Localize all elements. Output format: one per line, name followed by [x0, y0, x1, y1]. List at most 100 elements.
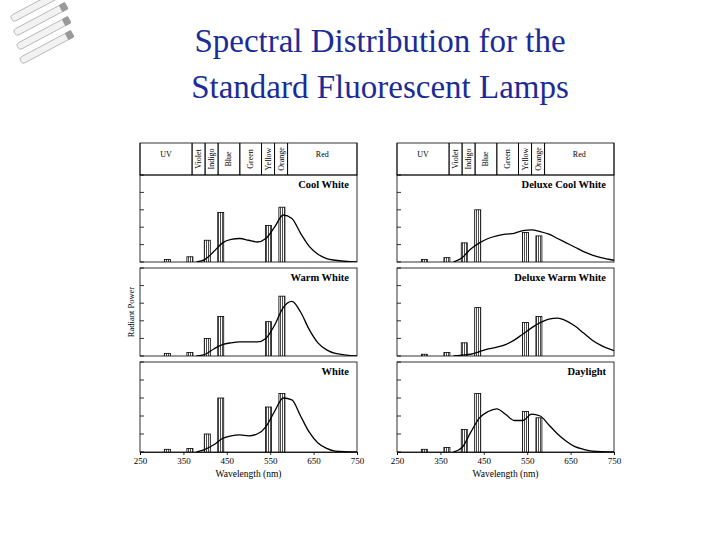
- plot-marks: [421, 394, 614, 453]
- panel: UVVioletIndigoBlueGreenYellowOrangeRedDe…: [397, 143, 614, 262]
- x-axis-line: [398, 453, 615, 456]
- lamp-cap: [62, 16, 72, 26]
- emission-bar: [421, 259, 427, 262]
- plot-frame: [397, 175, 614, 262]
- region-boundary: [287, 143, 288, 175]
- x-tick-mark: [357, 452, 358, 455]
- region-label: Orange: [534, 147, 543, 171]
- panel-title: Deluxe Cool White: [522, 179, 607, 190]
- y-tick: [140, 303, 144, 304]
- x-tick-label: 250: [391, 456, 405, 466]
- region-label: Indigo: [464, 149, 473, 170]
- panel-title: Deluxe Warm White: [514, 272, 606, 283]
- region-label: Green: [246, 149, 255, 169]
- plot-frame: [140, 175, 357, 262]
- region-boundary: [496, 143, 497, 175]
- spectrum-curve: [196, 215, 357, 262]
- region-label: Yellow: [521, 147, 530, 170]
- emission-bar: [444, 448, 450, 453]
- region-boundary: [544, 143, 545, 175]
- emission-bar: [164, 449, 170, 452]
- region-boundary: [274, 143, 275, 175]
- region-boundary: [192, 143, 193, 175]
- emission-bar: [187, 448, 193, 452]
- region-band: UVVioletIndigoBlueGreenYellowOrangeRed: [140, 143, 357, 175]
- x-tick: 750: [608, 452, 622, 466]
- region-boundary: [614, 143, 615, 175]
- x-tick-label: 550: [264, 456, 278, 466]
- y-tick: [397, 416, 401, 417]
- region-boundary: [531, 143, 532, 175]
- y-axis-title: Radiant Power: [126, 287, 136, 337]
- x-tick-label: 750: [351, 456, 365, 466]
- region-boundary: [239, 143, 240, 175]
- region-boundary: [218, 143, 219, 175]
- x-tick: 650: [307, 452, 321, 466]
- panel: UVVioletIndigoBlueGreenYellowOrangeRedCo…: [140, 143, 357, 262]
- x-tick-mark: [270, 452, 271, 455]
- x-tick-label: 350: [177, 456, 191, 466]
- spectrum-curve: [453, 230, 614, 262]
- y-tick: [397, 380, 401, 381]
- region-boundary: [239, 143, 240, 175]
- spectrum-curve: [453, 409, 614, 452]
- emission-bar: [461, 243, 467, 262]
- region-boundary: [475, 143, 476, 175]
- y-tick: [140, 227, 144, 228]
- region-boundary: [518, 143, 519, 175]
- y-tick: [140, 209, 144, 210]
- region-label: UV: [417, 150, 429, 159]
- panel-title: Cool White: [298, 179, 349, 190]
- panel: Warm WhiteRadiant Power: [126, 268, 357, 356]
- region-frame: [140, 143, 357, 175]
- region-label: Blue: [224, 151, 233, 167]
- y-tick: [140, 338, 144, 339]
- panel: Daylight250350450550650750Wavelength (nm…: [391, 362, 622, 480]
- emission-bar: [444, 258, 450, 262]
- plot-marks: [164, 296, 357, 356]
- region-label: Yellow: [264, 147, 273, 170]
- y-tick: [397, 285, 401, 286]
- y-tick: [140, 380, 144, 381]
- spectrum-curve: [196, 398, 357, 452]
- region-label: Orange: [277, 147, 286, 171]
- y-tick: [140, 192, 144, 193]
- y-tick: [140, 362, 144, 363]
- emission-bar: [164, 353, 170, 356]
- emission-bar: [187, 352, 193, 356]
- y-tick: [397, 244, 401, 245]
- y-tick: [397, 175, 401, 176]
- x-axis-title: Wavelength (nm): [216, 469, 282, 480]
- x-axis-line: [141, 453, 358, 456]
- x-tick: 750: [351, 452, 365, 466]
- region-boundary: [475, 143, 476, 175]
- plot-frame: [140, 362, 357, 452]
- emission-bar: [522, 232, 528, 262]
- region-boundary: [397, 143, 398, 175]
- y-tick: [397, 356, 401, 357]
- x-tick-mark: [140, 452, 141, 455]
- y-tick: [397, 320, 401, 321]
- y-tick: [397, 434, 401, 435]
- emission-bar: [218, 212, 224, 262]
- x-axis: 250350450550650750: [391, 452, 622, 466]
- x-tick-label: 450: [221, 456, 235, 466]
- x-tick-mark: [571, 452, 572, 455]
- x-axis-title: Wavelength (nm): [473, 469, 539, 480]
- y-tick: [140, 434, 144, 435]
- x-axis: 250 350 450 550 650 750: [134, 452, 365, 466]
- emission-bar: [536, 236, 542, 262]
- region-boundary: [205, 143, 206, 175]
- plot-marks: [421, 308, 614, 356]
- emission-bar: [265, 225, 271, 262]
- region-label: Red: [573, 150, 586, 159]
- region-boundary: [462, 143, 463, 175]
- lamp-glass: [19, 31, 73, 64]
- x-tick: 650: [564, 452, 578, 466]
- spectrum-curve: [196, 301, 357, 356]
- region-boundary: [449, 143, 450, 175]
- x-tick-label: 750: [608, 456, 622, 466]
- x-tick: 250: [134, 452, 148, 466]
- title-line: Standard Fluorescent Lamps: [191, 69, 569, 105]
- panel-title: White: [322, 366, 350, 377]
